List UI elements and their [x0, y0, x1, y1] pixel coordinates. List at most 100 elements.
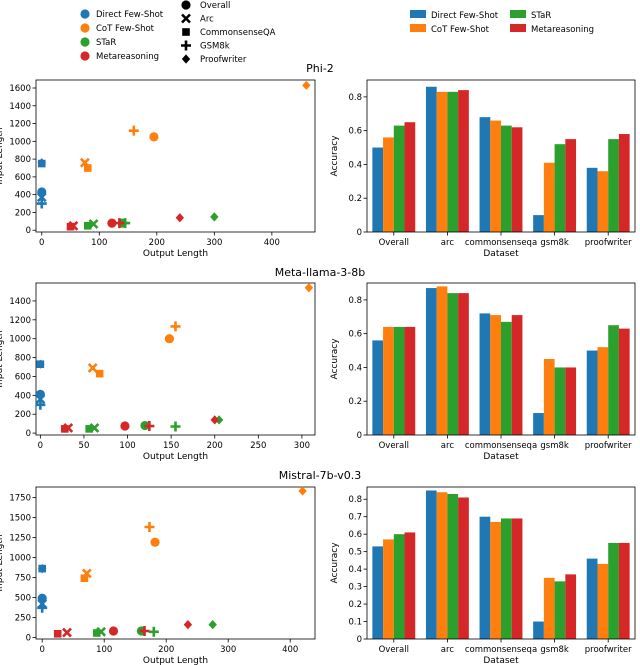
legend-swatch-cot-few-shot	[80, 23, 90, 33]
point-direct-few-shot-gsm8k	[35, 399, 46, 410]
point-star-commonsenseqa	[85, 425, 93, 433]
bar-metareasoning-overall	[404, 532, 416, 639]
legend-marker-commonsenseqa	[182, 28, 190, 36]
category-label-gsm8k: gsm8k	[540, 441, 569, 451]
bar-cot-few-shot-arc	[436, 91, 448, 232]
category-label-gsm8k: gsm8k	[540, 238, 569, 248]
bar-cot-few-shot-gsm8k	[543, 359, 555, 435]
category-label-commonsenseqa: commonsenseqa	[465, 645, 537, 655]
legend-label-gsm8k: GSM8k	[200, 42, 230, 52]
bar-metareasoning-gsm8k	[565, 574, 577, 639]
bar-mistral: Overall arc commonsenseqa gsm8k proofwriter 0…	[330, 486, 636, 665]
bar-direct-few-shot-commonsenseqa	[479, 117, 491, 232]
bar-star-commonsenseqa	[501, 125, 512, 232]
x-tick-label: 200	[207, 441, 223, 451]
point-star-commonsenseqa	[83, 221, 92, 230]
bar-direct-few-shot-gsm8k	[533, 621, 544, 639]
y-tick-label: 1200	[9, 120, 31, 130]
bar-metareasoning-arc	[458, 497, 469, 639]
axes-frame	[35, 486, 316, 640]
x-axis-label: Dataset	[483, 656, 519, 665]
x-axis-label: Dataset	[483, 249, 519, 259]
bar-metareasoning-commonsenseqa	[511, 127, 523, 232]
bar-direct-few-shot-commonsenseqa	[479, 516, 491, 639]
point-direct-few-shot-gsm8k	[36, 198, 47, 209]
bar-legend: Direct Few-Shot CoT Few-Shot STaR Metareaso…	[410, 10, 594, 35]
x-tick-label: 300	[294, 441, 310, 451]
legend-swatch-bar-metareasoning	[510, 24, 526, 32]
y-tick-label: 1500	[9, 513, 31, 523]
y-tick-label: 500	[15, 593, 31, 603]
y-axis-label: Accuracy	[330, 542, 340, 584]
legend-label-bar-cot-few-shot: CoT Few-Shot	[431, 25, 490, 35]
point-metareasoning-gsm8k	[139, 626, 150, 636]
legend-label-overall: Overall	[200, 1, 230, 11]
bar-cot-few-shot-gsm8k	[543, 162, 555, 232]
y-tick-label: 0.7	[348, 513, 362, 523]
y-tick-label: 1000	[9, 553, 31, 563]
point-metareasoning-commonsenseqa	[66, 222, 75, 231]
bar-metareasoning-proofwriter	[618, 328, 630, 435]
y-tick-label: 0	[26, 429, 31, 439]
point-cot-few-shot-proofwriter	[304, 283, 314, 293]
bar-star-gsm8k	[554, 144, 566, 232]
x-axis-label: Output Length	[143, 656, 208, 665]
y-tick-label: 1200	[9, 316, 31, 326]
bar-direct-few-shot-proofwriter	[586, 558, 598, 639]
point-direct-few-shot-proofwriter	[37, 158, 46, 168]
bar-cot-few-shot-proofwriter	[597, 347, 609, 435]
bar-cot-few-shot-overall	[383, 137, 394, 232]
point-cot-few-shot-proofwriter	[302, 80, 311, 90]
category-label-overall: Overall	[379, 238, 409, 248]
dataset-legend: Overall Arc CommonsenseQA GSM8k Proofwriter	[181, 0, 276, 65]
category-label-gsm8k: gsm8k	[540, 645, 569, 655]
bar-direct-few-shot-arc	[425, 86, 437, 232]
x-tick-label: 250	[250, 441, 266, 451]
point-direct-few-shot-proofwriter	[38, 564, 47, 574]
scatter-mistral: 0 100 200 300 400 0 250 500 750 1000 1250 1500 1750 O…	[0, 486, 316, 665]
category-label-arc: arc	[441, 238, 455, 248]
category-label-commonsenseqa: commonsenseqa	[465, 441, 537, 451]
y-tick-label: 0.6	[348, 127, 362, 137]
point-cot-few-shot-gsm8k	[128, 125, 139, 136]
bar-cot-few-shot-arc	[436, 492, 448, 639]
point-cot-few-shot-commonsenseqa	[83, 164, 92, 172]
y-tick-label: 1400	[9, 102, 31, 112]
axes-frame	[366, 486, 636, 640]
bar-cot-few-shot-overall	[383, 326, 394, 435]
category-label-proofwriter: proofwriter	[585, 441, 632, 451]
x-tick-label: 50	[79, 441, 90, 451]
y-tick-label: 200	[15, 410, 31, 420]
point-direct-few-shot-gsm8k	[37, 602, 48, 613]
point-metareasoning-overall	[107, 218, 117, 228]
x-tick-label: 400	[264, 238, 280, 248]
bar-direct-few-shot-proofwriter	[586, 167, 598, 232]
y-tick-label: 0.3	[348, 583, 362, 593]
y-tick-label: 0.4	[348, 160, 362, 170]
y-tick-label: 400	[15, 191, 31, 201]
y-tick-label: 750	[15, 573, 31, 583]
bar-llama: Overall arc commonsenseqa gsm8k proofwriter 0…	[330, 282, 636, 462]
y-tick-label: 0.2	[348, 600, 362, 610]
point-cot-few-shot-commonsenseqa	[95, 369, 104, 378]
legend-marker-proofwriter	[181, 54, 191, 64]
bar-direct-few-shot-arc	[425, 288, 437, 435]
y-tick-label: 1000	[9, 137, 31, 147]
bar-cot-few-shot-overall	[383, 539, 394, 639]
y-tick-label: 0.4	[348, 565, 362, 575]
legend-label-arc: Arc	[200, 15, 214, 25]
bar-direct-few-shot-overall	[372, 340, 384, 435]
point-metareasoning-proofwriter	[210, 415, 219, 425]
legend-label-star: STaR	[96, 38, 116, 48]
bar-cot-few-shot-gsm8k	[543, 577, 555, 639]
x-axis-label: Output Length	[143, 452, 208, 462]
method-legend: Direct Few-Shot CoT Few-Shot STaR Metareaso…	[80, 9, 164, 62]
y-tick-label: 0.4	[348, 363, 362, 373]
point-metareasoning-overall	[108, 626, 119, 636]
y-tick-label: 250	[15, 613, 31, 623]
point-metareasoning-commonsenseqa	[60, 425, 69, 433]
x-tick-label: 0	[38, 441, 43, 451]
legend-label-proofwriter: Proofwriter	[200, 55, 247, 65]
legend-swatch-star	[80, 37, 90, 47]
